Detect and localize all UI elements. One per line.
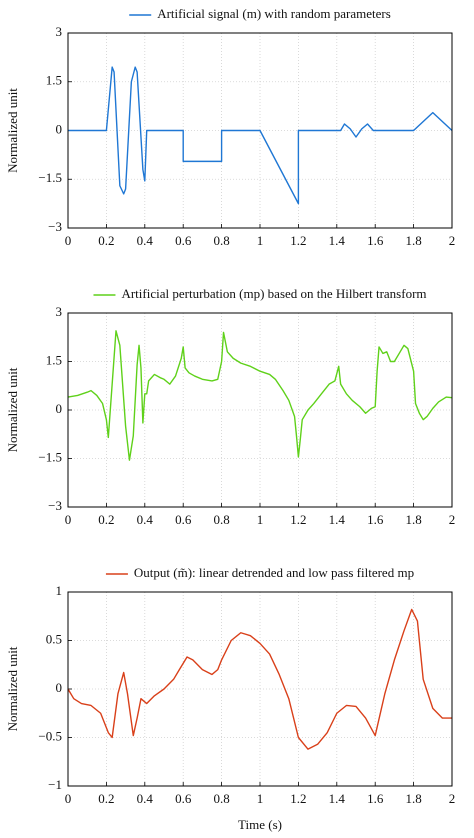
x-tick-label: 1.6 [367, 791, 384, 806]
y-tick-label: −0.5 [38, 728, 62, 743]
y-tick-label: 3 [56, 24, 63, 39]
data-line [68, 66, 453, 205]
x-tick-label: 0.2 [98, 791, 114, 806]
x-tick-label: 1.4 [329, 791, 346, 806]
x-axis-label: Time (s) [238, 817, 282, 832]
x-tick-label: 0 [65, 512, 72, 527]
plot-frame [67, 32, 453, 229]
x-tick-label: 0.6 [175, 233, 192, 248]
y-tick-label: 1.5 [46, 352, 62, 367]
x-tick-label: 1.2 [290, 512, 306, 527]
y-tick-label: −1.5 [38, 449, 62, 464]
y-tick-label: −3 [48, 219, 62, 234]
x-tick-label: 0 [65, 791, 72, 806]
legend-label: Artificial perturbation (mp) based on th… [121, 286, 426, 301]
x-tick-label: 0.4 [137, 791, 154, 806]
y-axis-label: Normalized unit [5, 367, 20, 452]
x-tick-label: 0.8 [213, 233, 229, 248]
x-tick-label: 1.8 [405, 791, 421, 806]
x-tick-label: 0.6 [175, 512, 192, 527]
x-tick-label: 1 [257, 791, 264, 806]
x-tick-label: 1.6 [367, 233, 384, 248]
y-tick-label: 0 [56, 401, 63, 416]
x-tick-label: 1.6 [367, 512, 384, 527]
y-tick-label: 0.5 [46, 631, 62, 646]
y-tick-label: 1.5 [46, 73, 62, 88]
y-tick-label: 0 [56, 680, 63, 695]
x-tick-label: 0.6 [175, 791, 192, 806]
y-tick-label: −1 [48, 777, 62, 792]
x-tick-label: 0.8 [213, 512, 229, 527]
x-tick-label: 0.4 [137, 512, 154, 527]
y-tick-label: −3 [48, 498, 62, 513]
y-tick-label: 1 [56, 583, 63, 598]
x-tick-label: 2 [449, 512, 456, 527]
legend-label: Artificial signal (m) with random parame… [157, 6, 391, 21]
x-tick-label: 1.4 [329, 512, 346, 527]
plot-frame [67, 312, 453, 508]
data-line [67, 608, 452, 750]
x-tick-label: 2 [449, 233, 456, 248]
y-tick-label: −1.5 [38, 170, 62, 185]
x-tick-label: 0.8 [213, 791, 229, 806]
x-tick-label: 1 [257, 512, 264, 527]
y-axis-label: Normalized unit [5, 88, 20, 173]
x-tick-label: 1.8 [405, 512, 421, 527]
y-axis-label: Normalized unit [5, 646, 20, 731]
x-tick-label: 0.2 [98, 233, 114, 248]
x-tick-label: 0 [65, 233, 72, 248]
x-tick-label: 1.4 [329, 233, 346, 248]
data-line [67, 330, 453, 461]
x-tick-label: 2 [449, 791, 456, 806]
x-tick-label: 1.2 [290, 233, 306, 248]
x-tick-label: 0.4 [137, 233, 154, 248]
x-tick-label: 0.2 [98, 512, 114, 527]
x-tick-label: 1 [257, 233, 264, 248]
y-tick-label: 3 [56, 304, 63, 319]
x-tick-label: 1.8 [405, 233, 421, 248]
legend-label: Output (m̃): linear detrended and low pa… [134, 565, 414, 580]
plot-frame [67, 591, 453, 787]
x-tick-label: 1.2 [290, 791, 306, 806]
y-tick-label: 0 [56, 121, 63, 136]
